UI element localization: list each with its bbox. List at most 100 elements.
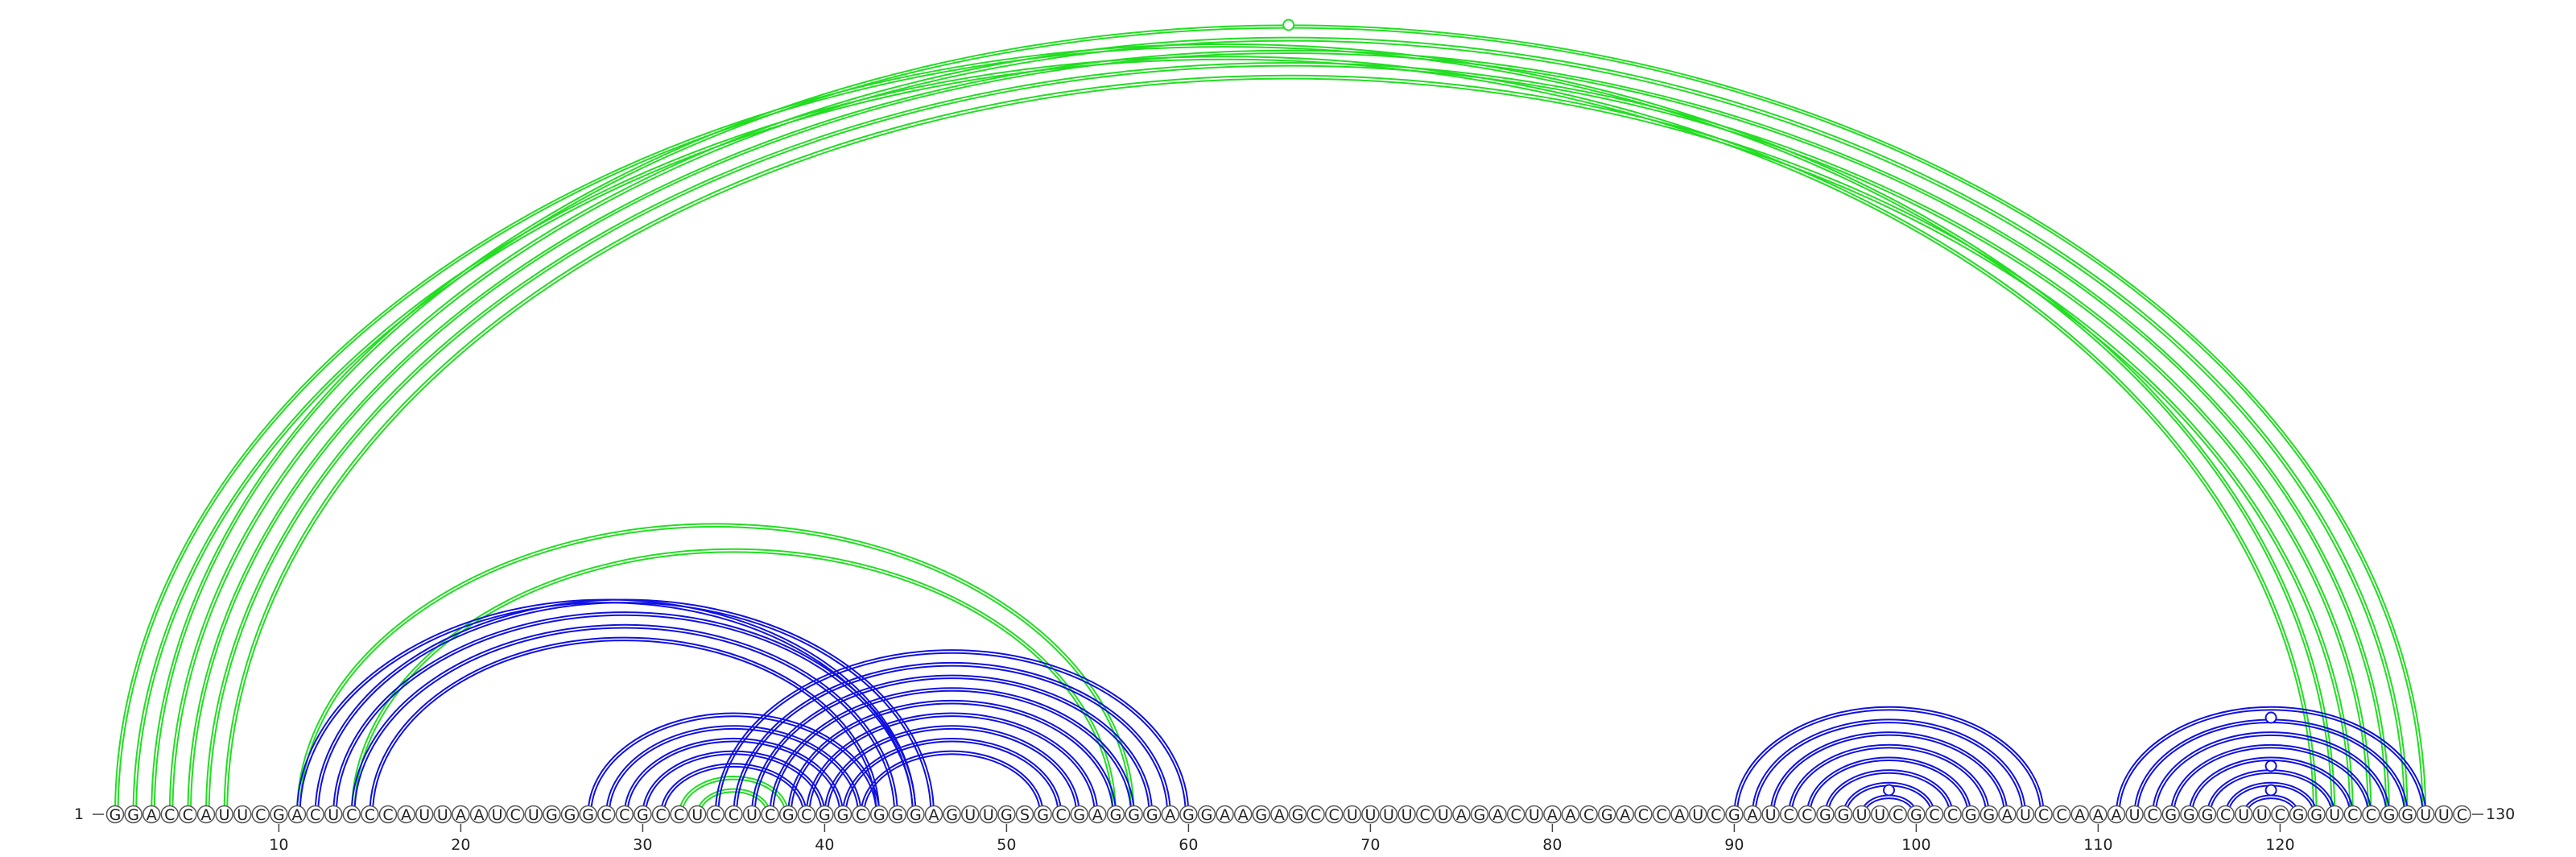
base-circle-8 <box>233 805 252 824</box>
arc-29-41-outer <box>623 737 844 815</box>
base-4: C <box>160 805 180 824</box>
base-circle-14 <box>342 805 361 824</box>
base-53: C <box>1051 805 1071 824</box>
arc-33-37-inner <box>699 791 768 815</box>
base-circle-24 <box>524 805 543 824</box>
base-97: U <box>1852 805 1871 824</box>
baseline-layer: 1 130 <box>74 805 2515 823</box>
base-letter-5: C <box>183 806 193 824</box>
base-circle-21 <box>469 805 489 824</box>
base-circle-60 <box>1179 805 1198 824</box>
base-circle-104 <box>1979 805 1999 824</box>
base-letter-64: G <box>1255 806 1267 824</box>
arc-95-102-inner <box>1827 772 1951 815</box>
base-circle-128 <box>2416 805 2435 824</box>
arc-37-57-outer <box>769 687 1135 815</box>
arc-113-126-outer <box>2152 731 2390 815</box>
base-109: A <box>2070 805 2090 824</box>
base-letter-93: C <box>1784 806 1794 824</box>
base-103: G <box>1961 805 1980 824</box>
base-circle-68 <box>1324 805 1344 824</box>
base-70: U <box>1361 805 1380 824</box>
base-circle-120 <box>2271 805 2289 824</box>
base-circle-89 <box>1707 805 1726 824</box>
base-circle-97 <box>1852 805 1871 824</box>
tick-label-30: 30 <box>633 836 652 854</box>
base-circle-73 <box>1415 805 1435 824</box>
base-130: C <box>2453 805 2471 824</box>
base-34: C <box>706 805 725 824</box>
base-75: A <box>1452 805 1471 824</box>
base-circle-80 <box>1543 805 1562 824</box>
base-circle-7 <box>215 805 233 824</box>
arc-37-57-inner <box>772 689 1132 815</box>
base-69: U <box>1343 805 1362 824</box>
base-circle-69 <box>1343 805 1362 824</box>
base-circle-29 <box>615 805 634 824</box>
base-102: C <box>1943 805 1962 824</box>
base-circle-124 <box>2343 805 2363 824</box>
arc-7-124-inner <box>226 77 2351 815</box>
base-circle-100 <box>1907 805 1926 824</box>
base-circle-19 <box>433 805 452 824</box>
base-letter-54: G <box>1073 806 1085 824</box>
arc-40-54-inner <box>827 727 1078 815</box>
base-circle-64 <box>1252 805 1271 824</box>
base-circle-51 <box>1015 805 1034 824</box>
base-letter-108: C <box>2057 806 2067 824</box>
arc-12-46-outer <box>314 598 935 815</box>
base-15: C <box>361 805 379 824</box>
arc-36-58-outer <box>751 674 1154 815</box>
arc-33-37-outer <box>696 788 771 815</box>
arc-13-45-outer <box>332 611 917 815</box>
base-8: U <box>233 805 252 824</box>
base-letter-1: G <box>109 806 122 824</box>
base-letter-95: G <box>1819 806 1831 824</box>
base-circle-103 <box>1961 805 1980 824</box>
base-letter-33: U <box>691 806 703 824</box>
base-letter-31: C <box>655 806 666 824</box>
arc-90-107-inner <box>1736 709 2041 815</box>
base-circle-61 <box>1197 805 1216 824</box>
base-letter-28: C <box>601 806 612 824</box>
base-51: S <box>1015 805 1034 824</box>
base-28: C <box>597 805 616 824</box>
base-circle-49 <box>979 805 998 824</box>
base-letter-107: C <box>2038 806 2049 824</box>
base-126: G <box>2380 805 2399 824</box>
arc-15-43-outer <box>369 636 881 815</box>
base-letter-75: A <box>1456 806 1467 824</box>
base-circle-84 <box>1616 805 1635 824</box>
base-84: A <box>1616 805 1635 824</box>
base-119: U <box>2252 805 2272 824</box>
arc-27-43-outer <box>587 712 881 815</box>
base-letter-35: C <box>729 806 739 824</box>
base-letter-115: G <box>2183 806 2195 824</box>
base-circle-114 <box>2161 805 2181 824</box>
base-letter-110: A <box>2093 806 2103 824</box>
base-122: G <box>2307 805 2326 824</box>
arc-14-56-inner <box>353 551 1114 815</box>
base-50: G <box>997 805 1016 824</box>
base-circle-45 <box>906 805 925 824</box>
base-letter-49: U <box>983 806 994 824</box>
base-42: C <box>852 805 870 824</box>
arc-14-56-outer <box>350 548 1117 815</box>
arc-94-103-inner <box>1809 760 1969 815</box>
base-circle-79 <box>1525 805 1544 824</box>
base-circle-1 <box>105 805 125 824</box>
base-letter-96: G <box>1838 806 1850 824</box>
arc-116-123-inner <box>2209 772 2333 815</box>
base-110: A <box>2089 805 2107 824</box>
base-letter-111: A <box>2112 806 2122 824</box>
base-125: C <box>2362 805 2380 824</box>
tick-label-90: 90 <box>1724 836 1744 854</box>
base-letter-130: C <box>2457 806 2467 824</box>
arc-93-104-inner <box>1790 747 1988 815</box>
base-9: C <box>251 805 270 824</box>
base-letter-17: A <box>401 806 411 824</box>
base-81: A <box>1561 805 1580 824</box>
base-circle-90 <box>1725 805 1744 824</box>
base-7: U <box>215 805 233 824</box>
